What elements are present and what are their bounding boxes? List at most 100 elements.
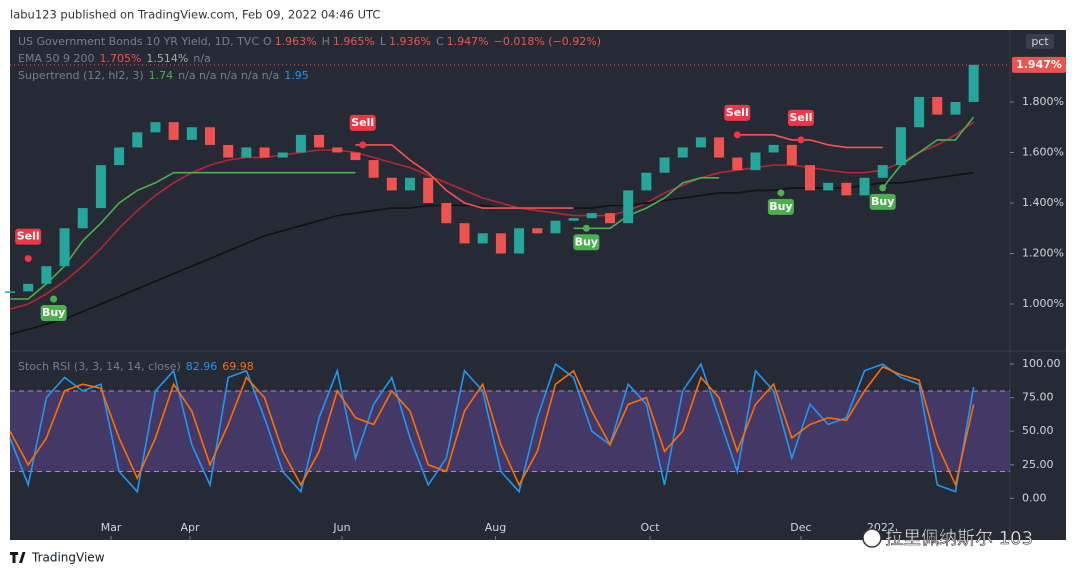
high: 1.965% xyxy=(333,35,375,48)
signal-dot xyxy=(777,189,785,197)
st-name: Supertrend (12, hl2, 3) xyxy=(18,69,144,82)
candle xyxy=(41,266,52,284)
signal-box xyxy=(349,114,376,131)
signal-box xyxy=(40,304,67,321)
symbol: US Government Bonds 10 YR Yield, 1D, TVC xyxy=(18,35,259,48)
signal-label: Buy xyxy=(769,200,792,213)
candle xyxy=(241,147,252,158)
band xyxy=(10,390,1010,472)
candle xyxy=(805,165,815,191)
candle xyxy=(186,127,197,140)
candle xyxy=(477,233,488,244)
footer-logo: TradingView xyxy=(10,551,105,565)
stoch-k: 82.96 xyxy=(186,360,218,373)
open: 1.963% xyxy=(275,35,317,48)
signal-box xyxy=(787,109,814,126)
candle xyxy=(950,101,961,115)
y-tick-label: 100.00 xyxy=(1022,357,1061,370)
candle xyxy=(132,132,143,148)
signal-box xyxy=(869,193,896,210)
legend-stoch: Stoch RSI (3, 3, 14, 14, close) 82.96 69.9… xyxy=(18,360,254,373)
header: labu123 published on TradingView.com, Fe… xyxy=(10,8,380,22)
c-label: C xyxy=(436,35,444,48)
candle xyxy=(532,228,543,234)
st-value: 1.74 xyxy=(149,69,174,82)
candle xyxy=(641,172,652,191)
last-price-box xyxy=(1012,56,1066,73)
legend-symbol: US Government Bonds 10 YR Yield, 1D, TVC… xyxy=(18,35,601,48)
candle xyxy=(223,144,234,158)
candle xyxy=(23,283,34,292)
x-tick-label: Dec xyxy=(790,521,811,534)
candle xyxy=(786,144,797,166)
x-tick-label: Oct xyxy=(640,521,660,534)
candle xyxy=(750,152,761,171)
series-line xyxy=(9,362,975,494)
y-tick-label: 50.00 xyxy=(1022,424,1054,437)
signal-label: Buy xyxy=(42,306,65,319)
candle xyxy=(332,147,343,153)
candle xyxy=(295,134,306,153)
signal-dot xyxy=(582,224,590,232)
candle xyxy=(914,96,925,128)
candle xyxy=(550,220,561,234)
stoch-name: Stoch RSI (3, 3, 14, 14, close) xyxy=(18,360,181,373)
y-tick-label: 1.200% xyxy=(1022,247,1064,260)
candle xyxy=(659,157,670,173)
candle xyxy=(768,144,779,153)
candle xyxy=(168,122,179,140)
l-label: L xyxy=(380,35,387,48)
candle xyxy=(732,157,743,171)
close: 1.947% xyxy=(447,35,489,48)
candle xyxy=(514,228,525,254)
candle xyxy=(932,96,943,115)
signal-label: Sell xyxy=(789,111,812,124)
st-na: n/a n/a n/a n/a n/a xyxy=(178,69,279,82)
candle xyxy=(459,223,470,244)
candle xyxy=(386,177,397,191)
candle xyxy=(859,177,870,196)
st-value2: 1.95 xyxy=(284,69,309,82)
candle xyxy=(77,208,88,229)
chart-bg xyxy=(10,30,1066,540)
signal-dot xyxy=(733,131,741,139)
y-tick-label: 25.00 xyxy=(1022,458,1054,471)
candle xyxy=(841,182,852,196)
candle xyxy=(95,165,106,209)
candle xyxy=(677,147,688,158)
legend-ema: EMA 50 9 200 1.705% 1.514% n/a xyxy=(18,52,211,65)
candle xyxy=(586,213,597,219)
y-tick-label: 1.000% xyxy=(1022,297,1064,310)
candle xyxy=(714,137,725,158)
o-label: O xyxy=(263,35,272,48)
candle xyxy=(495,233,506,254)
watermark-icon xyxy=(862,528,882,548)
candle xyxy=(277,152,288,158)
y-tick-label: 1.400% xyxy=(1022,196,1064,209)
candle xyxy=(877,165,888,178)
candle xyxy=(405,177,415,191)
y-tick-label: 0.00 xyxy=(1022,491,1047,504)
candle xyxy=(823,182,834,191)
ema-name: EMA 50 9 200 xyxy=(18,52,94,65)
logo-icon xyxy=(10,552,26,563)
series-line xyxy=(9,365,975,488)
signal-dot xyxy=(359,141,367,149)
y-tick-label: 1.800% xyxy=(1022,95,1064,108)
x-tick-label: Aug xyxy=(485,521,506,534)
signal-dot xyxy=(24,255,32,263)
signal-box xyxy=(724,104,751,121)
ema-na: n/a xyxy=(193,52,210,65)
h-label: H xyxy=(322,35,330,48)
candle xyxy=(895,127,906,166)
unit-box xyxy=(1026,34,1054,49)
candle xyxy=(568,218,579,221)
signal-label: Buy xyxy=(871,195,894,208)
candle xyxy=(114,147,125,166)
signal-label: Sell xyxy=(351,116,374,129)
candle xyxy=(695,137,706,148)
signal-box xyxy=(767,198,794,215)
candle xyxy=(605,213,615,224)
ema-fast: 1.705% xyxy=(99,52,141,65)
